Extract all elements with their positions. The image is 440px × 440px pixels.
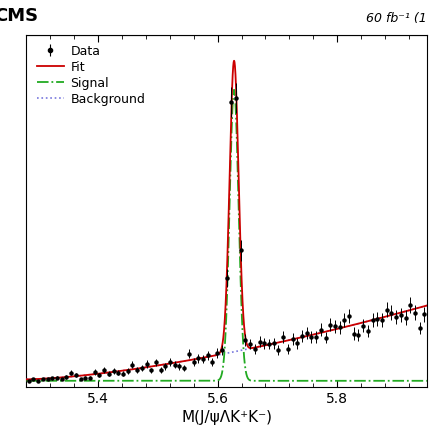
X-axis label: M(J/ψΛK⁺K⁻): M(J/ψΛK⁺K⁻) bbox=[181, 410, 272, 425]
Text: CMS: CMS bbox=[0, 7, 38, 25]
Text: 60 fb⁻¹ (1: 60 fb⁻¹ (1 bbox=[366, 11, 427, 25]
Legend: Data, Fit, Signal, Background: Data, Fit, Signal, Background bbox=[37, 45, 145, 106]
